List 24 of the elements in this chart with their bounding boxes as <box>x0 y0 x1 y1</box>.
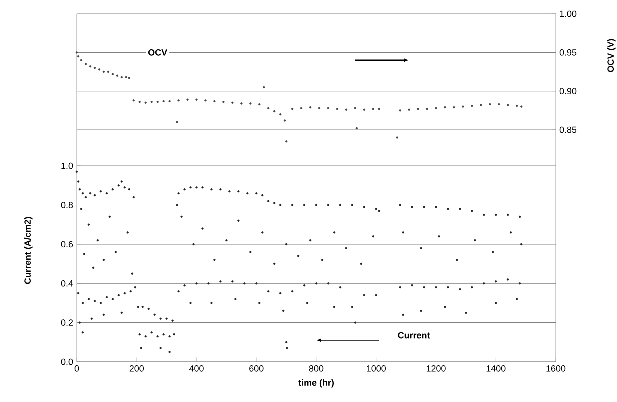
y2-tick-label: 1.00 <box>560 10 577 18</box>
y2-tick-label: 0.90 <box>560 88 577 95</box>
y-tick-label: 0.8 <box>61 202 74 208</box>
x-tick-label: 200 <box>130 366 144 372</box>
y2-axis-title: OCV (V) <box>607 39 616 72</box>
x-tick-label: 1600 <box>546 366 566 372</box>
x-tick-label: 1200 <box>426 366 446 372</box>
annotation: Current <box>398 332 430 339</box>
y-axis-title: Current (A/cm2) <box>24 217 33 284</box>
y-tick-label: 0.6 <box>61 241 74 248</box>
x-tick-label: 0 <box>74 366 80 372</box>
y-tick-label: 1.0 <box>62 162 74 170</box>
annotation: OCV <box>148 49 168 56</box>
x-tick-label: 1400 <box>486 366 506 372</box>
x-axis-title: time (hr) <box>298 379 334 388</box>
y-tick-label: 0.0 <box>61 358 74 366</box>
y2-tick-label: 0.95 <box>560 49 577 56</box>
x-tick-label: 800 <box>309 366 324 372</box>
y-tick-label: 0.2 <box>61 320 74 326</box>
y2-tick-label: 0.85 <box>560 126 577 134</box>
x-tick-label: 600 <box>250 366 264 372</box>
x-tick-label: 1000 <box>367 366 386 372</box>
x-tick-label: 400 <box>189 366 204 372</box>
y-tick-label: 0.4 <box>61 280 74 287</box>
